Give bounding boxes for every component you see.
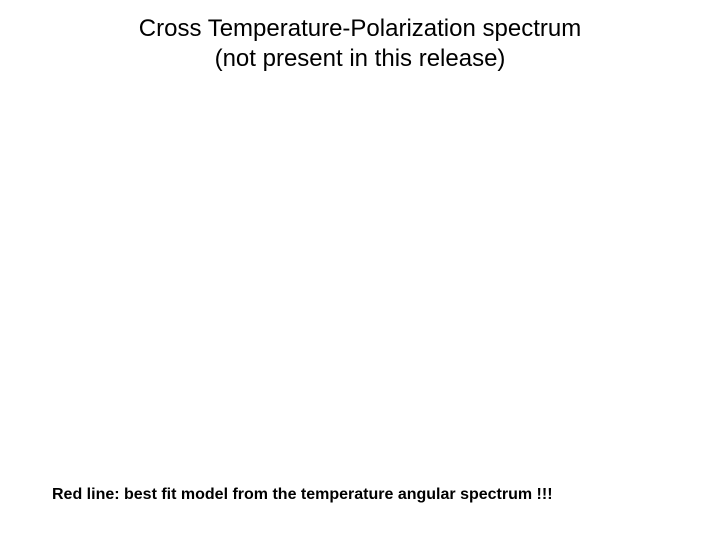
slide-title-line-1: Cross Temperature-Polarization spectrum bbox=[0, 14, 720, 44]
slide: Cross Temperature-Polarization spectrum … bbox=[0, 0, 720, 540]
slide-title-line-2: (not present in this release) bbox=[0, 44, 720, 74]
slide-footer-text: Red line: best fit model from the temper… bbox=[52, 486, 553, 504]
slide-title-block: Cross Temperature-Polarization spectrum … bbox=[0, 14, 720, 74]
slide-footer-block: Red line: best fit model from the temper… bbox=[52, 486, 553, 504]
